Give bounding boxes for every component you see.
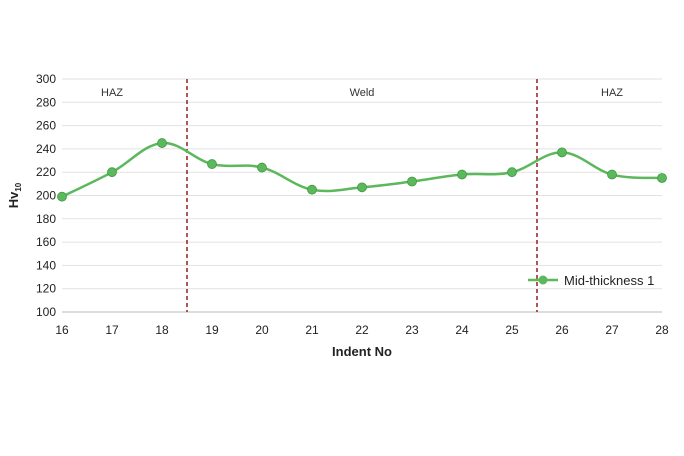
legend-label: Mid-thickness 1 <box>564 273 654 288</box>
legend-marker <box>538 275 548 285</box>
y-axis-title-subscript: 10 <box>14 182 23 191</box>
data-point <box>657 173 667 183</box>
region-label: HAZ <box>601 87 623 99</box>
data-point <box>307 184 317 195</box>
x-tick-label: 26 <box>555 323 569 337</box>
x-tick-label: 20 <box>255 323 269 337</box>
y-tick-label: 160 <box>36 235 56 249</box>
region-label: Weld <box>350 87 375 99</box>
region-labels: HAZ Weld HAZ <box>101 87 623 99</box>
x-tick-label: 18 <box>155 323 169 337</box>
data-point <box>507 167 517 178</box>
legend: Mid-thickness 1 <box>528 273 654 288</box>
series-group <box>57 138 667 202</box>
y-tick-label: 100 <box>36 305 56 319</box>
y-tick-label: 200 <box>36 189 56 203</box>
data-point <box>357 182 367 193</box>
data-point <box>157 138 167 148</box>
y-tick-label: 220 <box>36 165 56 179</box>
x-tick-label: 16 <box>55 323 69 337</box>
data-point <box>207 159 217 169</box>
x-tick-labels: 16 17 18 19 20 21 22 23 24 25 26 27 28 <box>55 323 669 337</box>
data-point <box>557 147 567 158</box>
y-tick-labels: 100 120 140 160 180 200 220 240 260 280 300 <box>36 72 56 319</box>
x-tick-label: 27 <box>605 323 619 337</box>
x-tick-label: 25 <box>505 323 519 337</box>
data-point <box>57 191 67 202</box>
x-tick-label: 23 <box>405 323 419 337</box>
data-point <box>457 169 467 180</box>
x-axis-title: Indent No <box>332 344 392 359</box>
x-tick-label: 28 <box>655 323 669 337</box>
y-axis-title: Hv10 <box>6 182 23 208</box>
y-axis-title-main: Hv <box>6 191 21 208</box>
x-tick-label: 21 <box>305 323 319 337</box>
x-tick-label: 24 <box>455 323 469 337</box>
y-tick-label: 260 <box>36 119 56 133</box>
region-label: HAZ <box>101 87 123 99</box>
y-tick-label: 180 <box>36 212 56 226</box>
x-tick-label: 19 <box>205 323 219 337</box>
data-point <box>107 167 117 178</box>
y-tick-label: 120 <box>36 282 56 296</box>
data-point <box>257 162 267 173</box>
data-point <box>607 169 617 180</box>
gridlines <box>62 78 662 290</box>
y-tick-label: 140 <box>36 258 56 272</box>
y-tick-label: 300 <box>36 72 56 86</box>
x-tick-label: 22 <box>355 323 369 337</box>
data-point <box>407 176 417 187</box>
x-tick-label: 17 <box>105 323 119 337</box>
region-boundaries <box>186 79 538 312</box>
y-tick-label: 240 <box>36 142 56 156</box>
y-tick-label: 280 <box>36 95 56 109</box>
